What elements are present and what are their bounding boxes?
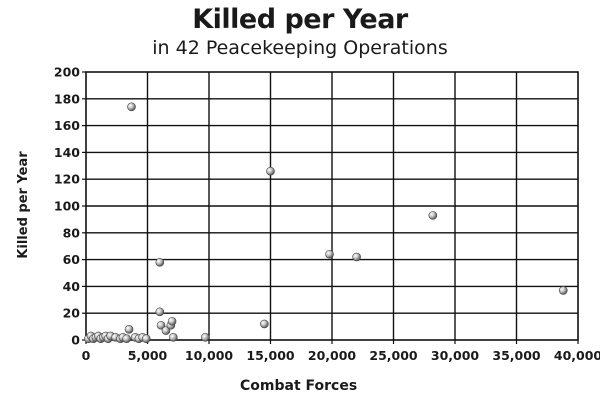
- y-tick-label: 180: [54, 91, 80, 106]
- x-tick-label: 25,000: [369, 348, 418, 363]
- data-point: [558, 286, 568, 295]
- data-point: [325, 249, 334, 259]
- x-tick-label: 15,000: [246, 348, 295, 363]
- data-point: [167, 316, 177, 326]
- data-point: [169, 333, 178, 342]
- data-point: [428, 211, 438, 220]
- x-tick-label: 30,000: [431, 348, 480, 363]
- data-point: [201, 333, 210, 342]
- x-tick-label: 10,000: [185, 348, 234, 363]
- y-tick-label: 120: [54, 172, 80, 187]
- chart-subtitle: in 42 Peacekeeping Operations: [152, 37, 448, 59]
- y-tick-label: 60: [63, 252, 81, 267]
- data-point: [352, 252, 361, 262]
- data-point: [155, 257, 165, 267]
- chart-title: Killed per Year: [192, 4, 408, 35]
- data-points: [84, 102, 568, 343]
- x-tick-label: 40,000: [554, 348, 600, 363]
- data-point: [266, 166, 275, 176]
- x-axis-label: Combat Forces: [240, 378, 358, 394]
- y-tick-label: 140: [54, 145, 80, 160]
- y-tick-label: 160: [54, 118, 80, 133]
- data-point: [260, 319, 269, 329]
- data-point: [161, 326, 171, 335]
- data-point: [141, 334, 151, 343]
- x-tick-label: 0: [82, 348, 91, 363]
- data-point: [155, 307, 165, 317]
- x-tick-label: 20,000: [308, 348, 357, 363]
- x-tick-label: 5,000: [128, 348, 168, 363]
- data-point: [122, 334, 131, 343]
- tick-labels: 0 5,000 10,000 15,000 20,000 25,000 30,000 35,0…: [54, 65, 600, 364]
- y-tick-label: 80: [63, 225, 81, 240]
- grid-lines: [82, 71, 579, 344]
- y-tick-label: 40: [63, 279, 81, 294]
- data-point: [124, 324, 134, 334]
- data-point: [156, 320, 166, 330]
- x-tick-label: 35,000: [492, 348, 541, 363]
- y-tick-label: 200: [54, 65, 80, 80]
- y-tick-label: 20: [63, 306, 81, 321]
- y-tick-label: 0: [71, 333, 80, 348]
- y-tick-label: 100: [54, 199, 80, 214]
- data-point: [127, 102, 136, 112]
